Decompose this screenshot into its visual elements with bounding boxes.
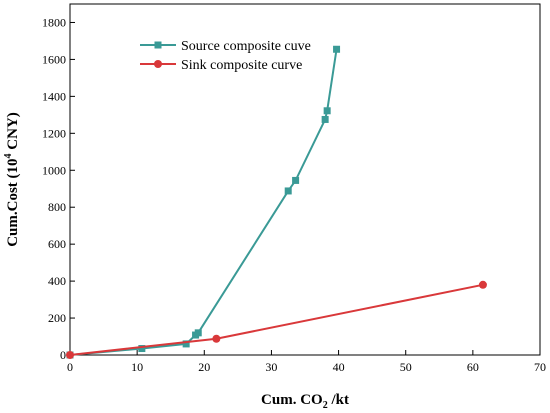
x-axis-title-main: Cum. CO	[261, 392, 323, 408]
data-point	[212, 334, 221, 343]
data-point	[284, 187, 292, 195]
x-tick-label: 10	[131, 360, 143, 374]
y-tick-label: 1200	[42, 126, 66, 140]
data-point	[66, 351, 74, 359]
x-tick-label: 70	[534, 360, 546, 374]
x-tick-label: 30	[265, 360, 277, 374]
y-tick-label: 1800	[42, 15, 66, 29]
y-axis-title-main: Cum.Cost (10	[5, 158, 21, 246]
x-tick-label: 50	[400, 360, 412, 374]
y-tick-label: 800	[48, 200, 66, 214]
y-axis-title: Cum.Cost (104 CNY)	[3, 112, 21, 247]
axes: 0 10 20 30 40 50 60 70 0 200 400 600 800 1000 1200 1400…	[42, 3, 546, 374]
y-tick-label: 1600	[42, 52, 66, 66]
data-point	[333, 45, 341, 53]
y-tick-label: 600	[48, 237, 66, 251]
data-point	[321, 115, 329, 123]
y-tick-label: 0	[60, 348, 66, 362]
data-point	[194, 329, 202, 337]
legend: Source composite cuve Sink composite curv…	[140, 39, 311, 73]
legend-marker	[154, 60, 162, 68]
data-point	[292, 176, 300, 184]
y-tick-label: 200	[48, 311, 66, 325]
data-point	[138, 345, 146, 353]
legend-label: Source composite cuve	[181, 39, 311, 54]
x-axis-title: Cum. CO2 /kt	[261, 392, 349, 411]
x-tick-label: 20	[198, 360, 210, 374]
series-1	[66, 45, 341, 359]
legend-label: Sink composite curve	[181, 58, 302, 73]
series-2	[66, 280, 487, 359]
legend-marker	[154, 41, 162, 49]
plot-frame	[69, 3, 541, 356]
y-tick-label: 1400	[42, 89, 66, 103]
data-point	[182, 340, 190, 348]
x-tick-label: 40	[333, 360, 345, 374]
x-axis-title-tail: /kt	[328, 392, 349, 408]
y-tick-label: 400	[48, 274, 66, 288]
y-tick-label: 1000	[42, 163, 66, 177]
y-axis-title-tail: CNY)	[5, 112, 21, 153]
data-point	[323, 107, 331, 115]
y-axis-title-superscript: 4	[3, 153, 14, 158]
series-line	[69, 49, 338, 356]
data-point	[478, 280, 487, 289]
x-tick-label: 0	[67, 360, 73, 374]
x-tick-label: 60	[467, 360, 479, 374]
series-layer	[66, 45, 487, 359]
series-line	[69, 283, 484, 356]
x-axis-title-subscript: 2	[323, 400, 328, 411]
